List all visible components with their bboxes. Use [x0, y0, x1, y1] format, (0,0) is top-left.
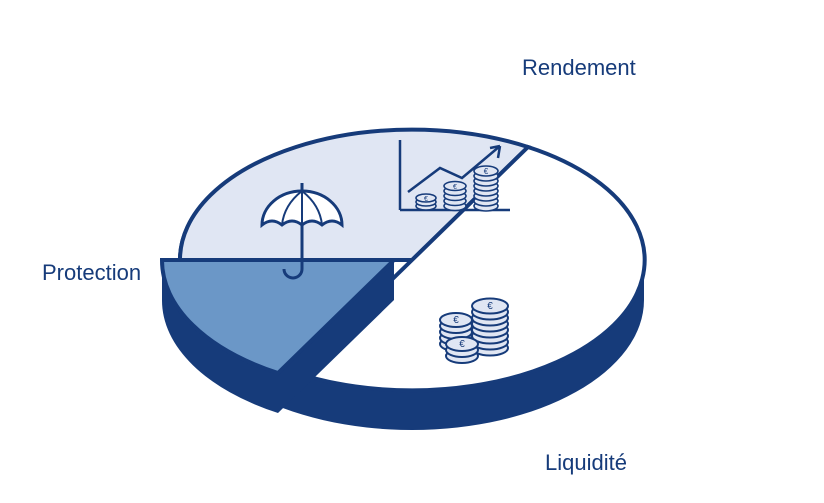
label-rendement: Rendement: [522, 55, 636, 81]
pie-diagram: € € € €: [0, 0, 824, 503]
coins-large: €: [474, 166, 498, 211]
svg-text:€: €: [424, 196, 428, 203]
coins-small: €: [416, 194, 436, 210]
svg-text:€: €: [459, 339, 465, 350]
coins-med: €: [444, 182, 466, 211]
label-protection: Protection: [42, 260, 141, 286]
svg-text:€: €: [453, 315, 459, 326]
svg-text:€: €: [453, 184, 457, 191]
label-liquidite: Liquidité: [545, 450, 627, 476]
svg-text:€: €: [484, 167, 489, 176]
svg-text:€: €: [487, 301, 493, 312]
